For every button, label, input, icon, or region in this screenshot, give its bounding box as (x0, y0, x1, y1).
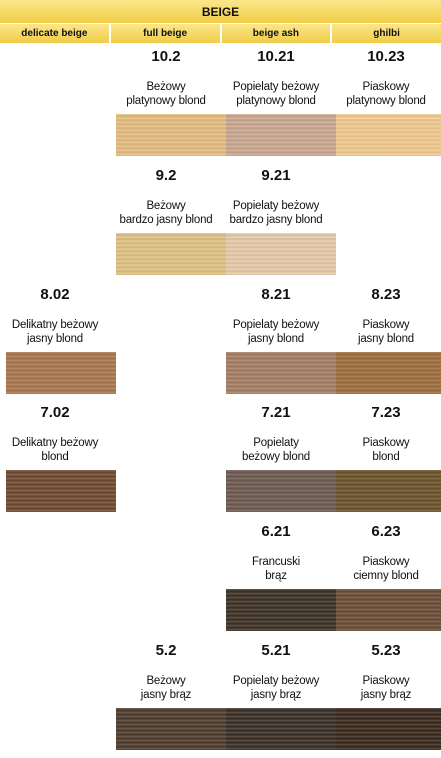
column-headers: delicate beige full beige beige ash ghil… (0, 24, 441, 43)
shade-code: 5.2 (155, 642, 177, 659)
shade-name: Piaskowy jasny brąz (360, 675, 412, 701)
shade-10-2: 10.2 Beżowy platynowy blond (111, 48, 221, 108)
shade-7-23: 7.23 Piaskowy blond (331, 404, 441, 464)
shade-code: 6.21 (261, 523, 291, 540)
column-header-delicate-beige: delicate beige (0, 24, 109, 43)
swatch-9-2 (116, 233, 226, 275)
swatch-10-2 (116, 114, 226, 156)
shade-code: 5.23 (371, 642, 401, 659)
shade-code: 5.21 (261, 642, 291, 659)
swatch-7-23 (336, 470, 441, 512)
shade-name: Piaskowy blond (362, 437, 410, 463)
swatch-8-21 (226, 352, 336, 394)
swatch-7-02 (6, 470, 116, 512)
swatch-5-2 (116, 708, 226, 750)
chart-title-text: BEIGE (201, 4, 240, 19)
swatch-6-21 (226, 589, 336, 631)
chart-title: BEIGE (0, 0, 441, 24)
shade-5-23: 5.23 Piaskowy jasny brąz (331, 642, 441, 702)
shade-7-21: 7.21 Popielaty beżowy blond (221, 404, 331, 464)
shade-code: 7.02 (40, 404, 70, 421)
swatch-7-21 (226, 470, 336, 512)
shade-name: Beżowy platynowy blond (126, 81, 206, 107)
shade-10-23: 10.23 Piaskowy platynowy blond (331, 48, 441, 108)
shade-code: 8.02 (40, 286, 70, 303)
shade-name: Popielaty beżowy jasny brąz (232, 675, 320, 701)
shade-name: Popielaty beżowy platynowy blond (232, 81, 320, 107)
shade-code: 10.2 (151, 48, 181, 65)
swatch-9-21 (226, 233, 336, 275)
shade-name: Piaskowy ciemny blond (353, 556, 419, 582)
shade-code: 10.21 (257, 48, 295, 65)
swatch-10-23 (336, 114, 441, 156)
swatch-10-21 (226, 114, 336, 156)
shade-8-21: 8.21 Popielaty beżowy jasny blond (221, 286, 331, 346)
swatch-5-21 (226, 708, 336, 750)
swatch-6-23 (336, 589, 441, 631)
shade-code: 9.2 (155, 167, 177, 184)
shade-name: Delikatny beżowy blond (11, 437, 99, 463)
shade-code: 10.23 (367, 48, 405, 65)
shade-code: 7.23 (371, 404, 401, 421)
shade-name: Francuski brąz (251, 556, 301, 582)
shade-code: 8.23 (371, 286, 401, 303)
shade-8-02: 8.02 Delikatny beżowy jasny blond (0, 286, 110, 346)
shade-code: 7.21 (261, 404, 291, 421)
shade-9-2: 9.2 Beżowy bardzo jasny blond (111, 167, 221, 227)
column-header-beige-ash: beige ash (221, 24, 331, 43)
shade-code: 9.21 (261, 167, 291, 184)
shade-name: Popielaty beżowy blond (242, 437, 310, 463)
shade-name: Popielaty beżowy jasny blond (232, 319, 320, 345)
shade-9-21: 9.21 Popielaty beżowy bardzo jasny blond (221, 167, 331, 227)
shade-name: Beżowy jasny brąz (140, 675, 192, 701)
shade-7-02: 7.02 Delikatny beżowy blond (0, 404, 110, 464)
shade-code: 6.23 (371, 523, 401, 540)
shade-code: 8.21 (261, 286, 291, 303)
shade-10-21: 10.21 Popielaty beżowy platynowy blond (221, 48, 331, 108)
shade-8-23: 8.23 Piaskowy jasny blond (331, 286, 441, 346)
shade-name: Piaskowy platynowy blond (346, 81, 426, 107)
swatch-8-23 (336, 352, 441, 394)
shade-name: Popielaty beżowy bardzo jasny blond (229, 200, 323, 226)
shade-name: Delikatny beżowy jasny blond (11, 319, 99, 345)
shade-5-21: 5.21 Popielaty beżowy jasny brąz (221, 642, 331, 702)
swatch-5-23 (336, 708, 441, 750)
shade-name: Piaskowy jasny blond (358, 319, 414, 345)
column-header-full-beige: full beige (110, 24, 220, 43)
shade-name: Beżowy bardzo jasny blond (119, 200, 213, 226)
shade-6-23: 6.23 Piaskowy ciemny blond (331, 523, 441, 583)
shade-5-2: 5.2 Beżowy jasny brąz (111, 642, 221, 702)
shade-6-21: 6.21 Francuski brąz (221, 523, 331, 583)
swatch-8-02 (6, 352, 116, 394)
column-header-ghilbi: ghilbi (332, 24, 441, 43)
